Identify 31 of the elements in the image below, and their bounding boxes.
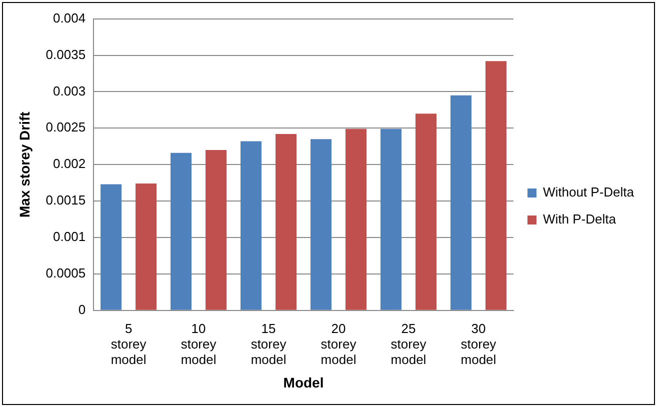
x-tick-label: 5 storey model (110, 320, 147, 367)
y-tick-label: 0.001 (53, 229, 86, 244)
x-tick-label: 10 storey model (180, 320, 217, 367)
bar (485, 61, 506, 310)
x-tick-label: 15 storey model (250, 320, 287, 367)
y-tick-label: 0.002 (53, 156, 86, 172)
y-tick-label: 0.003 (53, 83, 86, 98)
bar (136, 184, 157, 310)
y-tick-label: 0 (78, 302, 86, 317)
y-tick-label: 0.0005 (46, 266, 86, 281)
y-tick-label: 0.0025 (46, 120, 86, 135)
y-tick-label: 0.0015 (46, 192, 86, 208)
x-axis-title: Model (283, 374, 324, 390)
bar (450, 95, 472, 310)
legend-label: With P-Delta (542, 212, 617, 227)
x-tick-label: 30 storey model (460, 320, 497, 367)
bar (170, 152, 192, 310)
bar (100, 184, 122, 310)
legend-label: Without P-Delta (542, 184, 635, 200)
bar (415, 114, 436, 310)
bar (206, 150, 227, 310)
bar (380, 128, 402, 310)
y-tick-label: 0.004 (53, 10, 86, 26)
y-axis-title: Max storey Drift (16, 111, 32, 218)
bar (276, 134, 297, 310)
bar (240, 141, 262, 310)
x-tick-label: 25 storey model (390, 320, 427, 367)
y-tick-label: 0.0035 (46, 46, 86, 62)
x-tick-label: 20 storey model (320, 320, 357, 367)
bar (346, 128, 366, 310)
bar (310, 139, 332, 310)
